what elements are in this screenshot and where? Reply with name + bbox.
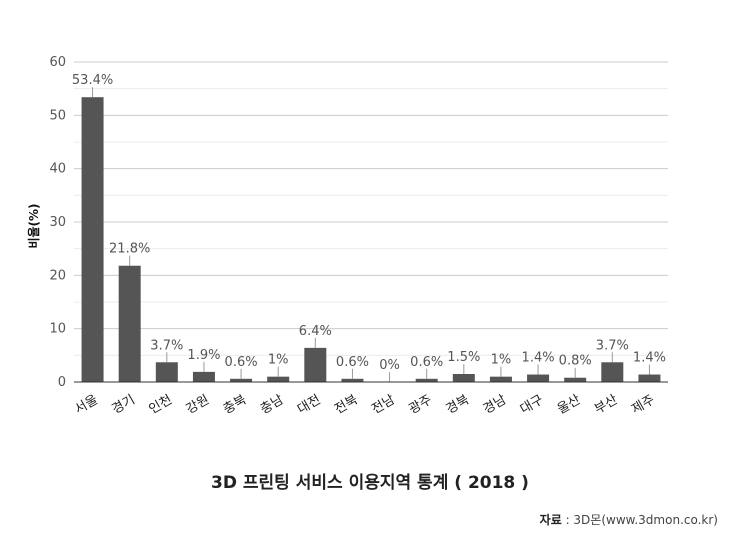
- x-tick-label: 제주: [629, 392, 657, 417]
- bar: [304, 347, 327, 382]
- y-tick-label: 60: [49, 55, 66, 70]
- y-tick-label: 10: [49, 322, 66, 337]
- data-label: 0.6%: [410, 355, 443, 370]
- data-label: 0.8%: [559, 354, 592, 369]
- y-axis-label: 비율(%): [26, 203, 41, 248]
- bar: [489, 376, 512, 382]
- y-tick-label: 0: [58, 375, 66, 390]
- data-label: 1.4%: [633, 351, 666, 366]
- x-tick-label: 전남: [369, 392, 397, 417]
- data-label: 1.9%: [187, 348, 220, 363]
- data-label: 0.6%: [336, 355, 369, 370]
- bar: [564, 377, 587, 382]
- bar-chart: 0 10 20 30 40 50 60 53.4% 21.8% 3.7% 1.9% 0.6% 1% 6.…: [26, 55, 668, 417]
- data-label: 0%: [379, 358, 400, 373]
- x-tick-label: 서울: [72, 392, 100, 417]
- bar: [192, 371, 215, 382]
- x-tick-label: 충남: [258, 392, 286, 417]
- bar: [267, 376, 290, 382]
- chart-title: 3D 프린팅 서비스 이용지역 통계 ( 2018 ): [211, 473, 529, 493]
- data-label: 6.4%: [299, 324, 332, 339]
- bar: [452, 374, 475, 382]
- bar: [155, 362, 178, 382]
- data-label-leaders: [92, 87, 650, 382]
- y-tick-label: 30: [49, 215, 66, 230]
- x-tick-label: 경북: [444, 392, 472, 417]
- data-label: 1%: [491, 353, 512, 368]
- data-label: 1.4%: [522, 351, 555, 366]
- gridlines: [74, 61, 668, 356]
- data-label: 3.7%: [596, 338, 629, 353]
- source-note: 자료 : 3D몬(www.3dmon.co.kr): [540, 511, 718, 528]
- data-label: 21.8%: [109, 242, 150, 257]
- bar: [601, 362, 624, 382]
- data-labels: 53.4% 21.8% 3.7% 1.9% 0.6% 1% 6.4% 0.6% 0% 0.6% 1.…: [72, 73, 666, 373]
- source-label: 자료: [539, 513, 562, 527]
- source-text: 3D몬(www.3dmon.co.kr): [573, 513, 718, 527]
- x-tick-label: 광주: [406, 392, 434, 417]
- data-label: 53.4%: [72, 73, 113, 88]
- x-tick-label: 대전: [295, 392, 323, 417]
- bar: [638, 374, 661, 382]
- data-label: 1%: [268, 353, 289, 368]
- bar: [230, 378, 253, 382]
- x-tick-label: 인천: [147, 392, 175, 417]
- x-tick-label: 충북: [221, 392, 249, 417]
- x-tick-label: 경기: [109, 392, 137, 417]
- x-tick-label: 경남: [481, 392, 509, 417]
- y-tick-label: 20: [49, 268, 66, 283]
- bars: [81, 97, 661, 382]
- y-axis-ticks: 0 10 20 30 40 50 60: [49, 55, 66, 390]
- data-label: 3.7%: [150, 338, 183, 353]
- bar: [415, 378, 438, 382]
- bar: [118, 265, 141, 382]
- bar: [527, 374, 550, 382]
- y-tick-label: 40: [49, 162, 66, 177]
- x-tick-label: 전북: [332, 392, 360, 417]
- y-tick-label: 50: [49, 108, 66, 123]
- x-axis-labels: 서울 경기 인천 강원 충북 충남 대전 전북 전남 광주 경북 경남 대구 울산 부산 제주: [72, 392, 657, 417]
- x-tick-label: 부산: [592, 392, 620, 417]
- source-separator: :: [561, 513, 574, 527]
- x-tick-label: 강원: [184, 392, 212, 417]
- data-label: 1.5%: [447, 350, 480, 365]
- x-tick-label: 대구: [518, 392, 546, 417]
- data-label: 0.6%: [225, 355, 258, 370]
- x-tick-label: 울산: [555, 392, 583, 417]
- bar: [341, 378, 364, 382]
- bar: [81, 97, 104, 382]
